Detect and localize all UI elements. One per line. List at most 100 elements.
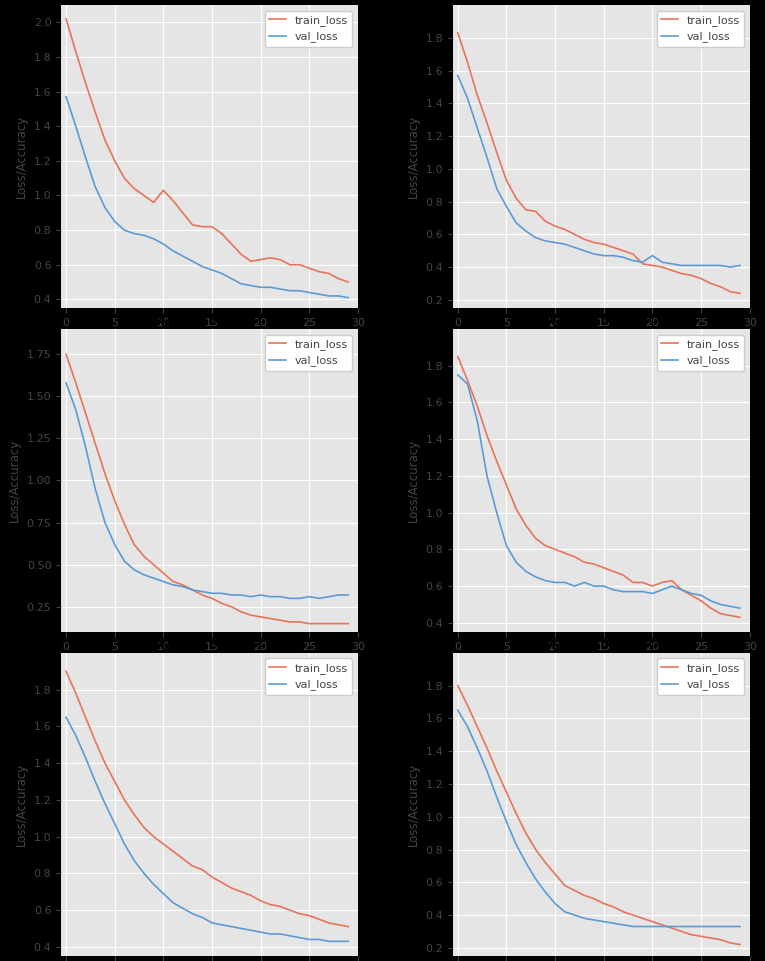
train_loss	[667, 575, 676, 586]
train_loss	[696, 930, 705, 942]
val_loss	[246, 280, 256, 291]
train_loss	[512, 807, 521, 819]
val_loss	[149, 573, 158, 584]
train_loss	[139, 189, 148, 201]
Line: train_loss: train_loss	[66, 672, 348, 926]
train_loss	[100, 135, 109, 146]
val_loss	[648, 921, 657, 932]
val_loss	[687, 921, 696, 932]
val_loss	[236, 923, 246, 934]
train_loss	[706, 603, 715, 614]
train_loss	[159, 567, 168, 579]
val_loss	[580, 245, 589, 257]
Line: val_loss: val_loss	[66, 382, 348, 599]
train_loss	[324, 268, 334, 280]
train_loss	[139, 822, 148, 833]
val_loss	[236, 589, 246, 601]
train_loss	[589, 558, 598, 570]
train_loss	[716, 608, 725, 620]
val_loss	[453, 70, 462, 82]
val_loss	[61, 711, 70, 723]
train_loss	[648, 259, 657, 271]
val_loss	[696, 589, 705, 601]
val_loss	[453, 369, 462, 381]
val_loss	[246, 591, 256, 603]
train_loss	[599, 898, 608, 909]
train_loss	[275, 900, 285, 912]
train_loss	[453, 351, 462, 362]
val_loss	[735, 259, 744, 271]
Line: val_loss: val_loss	[66, 97, 348, 298]
train_loss	[599, 562, 608, 574]
train_loss	[139, 551, 148, 562]
X-axis label: Epoch #: Epoch #	[185, 657, 234, 671]
train_loss	[667, 264, 676, 276]
val_loss	[188, 584, 197, 596]
val_loss	[667, 921, 676, 932]
val_loss	[599, 250, 608, 261]
train_loss	[207, 221, 216, 233]
train_loss	[570, 885, 579, 897]
train_loss	[314, 618, 324, 629]
val_loss	[473, 415, 482, 427]
train_loss	[473, 89, 482, 101]
train_loss	[580, 890, 589, 901]
val_loss	[110, 818, 119, 829]
val_loss	[81, 152, 90, 163]
val_loss	[667, 580, 676, 592]
train_loss	[706, 278, 715, 289]
val_loss	[275, 928, 285, 940]
train_loss	[81, 407, 90, 419]
val_loss	[726, 601, 735, 612]
train_loss	[178, 207, 187, 218]
val_loss	[178, 902, 187, 914]
train_loss	[275, 614, 285, 626]
train_loss	[91, 107, 100, 118]
train_loss	[551, 544, 560, 555]
val_loss	[560, 238, 569, 250]
train_loss	[246, 609, 256, 621]
val_loss	[227, 273, 236, 284]
val_loss	[334, 589, 343, 601]
val_loss	[648, 250, 657, 261]
train_loss	[473, 401, 482, 412]
val_loss	[256, 589, 265, 601]
train_loss	[120, 172, 129, 184]
train_loss	[227, 238, 236, 250]
train_loss	[589, 893, 598, 904]
val_loss	[580, 577, 589, 588]
train_loss	[502, 786, 511, 798]
val_loss	[168, 897, 177, 908]
train_loss	[197, 221, 207, 233]
val_loss	[343, 589, 353, 601]
val_loss	[531, 874, 540, 885]
train_loss	[551, 869, 560, 880]
train_loss	[256, 254, 265, 265]
train_loss	[265, 252, 275, 263]
Legend: train_loss, val_loss: train_loss, val_loss	[656, 11, 744, 47]
train_loss	[531, 532, 540, 544]
train_loss	[246, 890, 256, 901]
Legend: train_loss, val_loss: train_loss, val_loss	[265, 658, 353, 695]
val_loss	[197, 586, 207, 598]
train_loss	[541, 215, 550, 227]
Legend: train_loss, val_loss: train_loss, val_loss	[656, 658, 744, 695]
train_loss	[521, 520, 530, 531]
val_loss	[580, 913, 589, 924]
train_loss	[110, 495, 119, 506]
val_loss	[285, 285, 295, 297]
val_loss	[188, 908, 197, 920]
train_loss	[687, 269, 696, 281]
train_loss	[716, 934, 725, 946]
val_loss	[197, 260, 207, 272]
train_loss	[71, 377, 80, 388]
val_loss	[227, 921, 236, 932]
train_loss	[100, 468, 109, 480]
train_loss	[178, 579, 187, 591]
train_loss	[110, 155, 119, 166]
train_loss	[91, 437, 100, 449]
train_loss	[570, 229, 579, 240]
val_loss	[324, 936, 334, 948]
train_loss	[658, 577, 667, 588]
val_loss	[207, 264, 216, 276]
